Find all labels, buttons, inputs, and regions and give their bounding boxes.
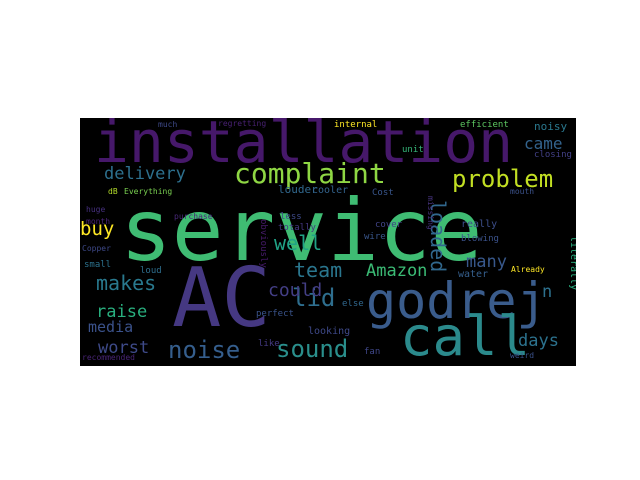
word-efficient: efficient [460, 120, 509, 130]
word-cost: Cost [372, 188, 394, 198]
word-n: n [542, 282, 553, 302]
word-installation: installation [94, 118, 514, 176]
word-already: Already [511, 265, 545, 274]
word-could: could [268, 280, 323, 301]
word-buy: buy [80, 218, 115, 240]
word-else: else [342, 299, 364, 309]
word-makes: makes [96, 271, 157, 295]
word-fan: fan [364, 347, 381, 357]
word-came: came [524, 134, 563, 153]
word-internal: internal [334, 120, 378, 130]
word-weird: weird [510, 351, 535, 360]
word-service: service [120, 181, 483, 281]
word-louder: louder [278, 183, 318, 196]
word-days: days [518, 331, 559, 351]
word-cover: cover [375, 220, 403, 230]
word-db: dB [108, 187, 118, 196]
word-amazon: Amazon [366, 261, 428, 281]
word-much: much [158, 120, 178, 129]
word-cloud-canvas: service installation AC godrej call complaint… [80, 118, 576, 366]
word-water: water [458, 269, 489, 280]
word-sound: sound [276, 335, 349, 363]
word-noisy: noisy [534, 120, 568, 133]
word-really: really [461, 219, 498, 230]
word-cooler: cooler [312, 185, 349, 196]
word-copper: Copper [82, 244, 111, 253]
word-blowing: blowing [461, 234, 499, 244]
word-small: small [84, 260, 112, 270]
word-totally: totally [278, 223, 316, 233]
word-ac: AC [172, 251, 271, 346]
word-regretting: regretting [218, 119, 267, 128]
word-lid: lid [292, 284, 336, 312]
word-godrej: godrej [366, 272, 547, 330]
word-huge: huge [86, 205, 106, 214]
word-missing: missing [426, 196, 435, 230]
word-well: well [274, 231, 323, 255]
word-less: less [280, 212, 302, 222]
word-noise: noise [168, 336, 241, 364]
word-recommended: recommended [82, 353, 135, 362]
word-closing: closing [534, 150, 572, 160]
word-loud: loud [140, 266, 162, 276]
word-delivery: delivery [104, 164, 186, 184]
word-team: team [294, 258, 343, 282]
word-wire: wire [364, 232, 386, 242]
word-worst: worst [98, 338, 150, 358]
word-literally: literally [568, 236, 576, 291]
word-media: media [88, 318, 134, 336]
word-obviously: obviously [258, 219, 268, 268]
word-problem: problem [452, 165, 554, 193]
word-looking: looking [308, 326, 351, 337]
word-raise: raise [96, 302, 148, 322]
word-perfect: perfect [256, 309, 294, 319]
word-call: call [400, 305, 531, 366]
word-mouth: mouth [510, 187, 535, 196]
word-like: like [258, 339, 280, 349]
word-unit: unit [402, 145, 424, 155]
word-many: many [466, 252, 507, 272]
word-month: month [86, 217, 111, 226]
word-purchase: purchase [174, 212, 213, 221]
word-everything: Everything [124, 187, 173, 196]
word-complaint: complaint [234, 157, 386, 190]
